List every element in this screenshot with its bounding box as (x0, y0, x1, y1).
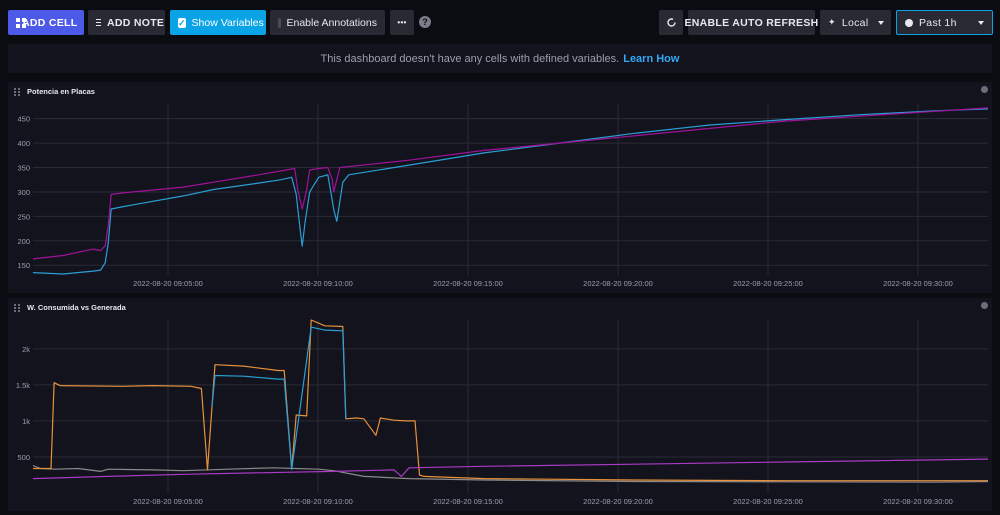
y-tick-label: 400 (17, 139, 30, 148)
x-tick-label: 2022-08-20 09:10:00 (283, 497, 353, 506)
pin-icon: ✦ (828, 17, 836, 27)
show-variables-toggle[interactable]: ✓ Show Variables (170, 10, 266, 35)
panel-title: Potencia en Placas (27, 87, 95, 96)
variables-banner: This dashboard doesn't have any cells wi… (8, 44, 992, 73)
x-tick-label: 2022-08-20 09:25:00 (733, 279, 803, 288)
clock-icon (905, 18, 913, 27)
panel-title: W. Consumida vs Generada (27, 303, 126, 312)
series-line-1 (32, 107, 989, 260)
x-tick-label: 2022-08-20 09:05:00 (133, 497, 203, 506)
x-tick-label: 2022-08-20 09:05:00 (133, 279, 203, 288)
x-tick-label: 2022-08-20 09:20:00 (583, 279, 653, 288)
checkbox-checked-icon: ✓ (178, 17, 186, 28)
y-tick-label: 200 (17, 237, 30, 246)
timezone-label: Local (841, 16, 869, 29)
enable-annotations-label: Enable Annotations (286, 16, 378, 29)
banner-text: This dashboard doesn't have any cells wi… (320, 52, 620, 65)
x-tick-label: 2022-08-20 09:25:00 (733, 497, 803, 506)
chevron-down-icon (878, 20, 885, 25)
show-variables-label: Show Variables (191, 16, 264, 29)
x-tick-label: 2022-08-20 09:10:00 (283, 279, 353, 288)
line-chart: 150 200 250 300 350 400 450 2022-08-20 09:05:00… (17, 104, 989, 288)
time-range-label: Past 1h (919, 16, 957, 29)
drag-handle-icon[interactable] (14, 88, 21, 96)
enable-auto-refresh-button[interactable]: ENABLE AUTO REFRESH (684, 10, 818, 35)
add-cell-label: ADD CELL (22, 16, 78, 29)
refresh-button[interactable] (659, 10, 683, 35)
dashboard-toolbar: ADD CELL ADD NOTE ✓ Show Variables Enabl… (0, 0, 1000, 44)
timezone-dropdown[interactable]: ✦ Local (820, 10, 891, 35)
drag-handle-icon[interactable] (14, 304, 21, 312)
chart-panel-consumida-generada: W. Consumida vs Generada 500 1k 1.5k 2k 2022… (8, 298, 992, 511)
y-tick-label: 1.5k (16, 381, 30, 390)
refresh-icon (666, 18, 676, 27)
help-icon[interactable]: ? (419, 16, 431, 28)
x-tick-label: 2022-08-20 09:15:00 (433, 497, 503, 506)
chevron-down-icon (978, 20, 984, 25)
series-line-0 (32, 465, 989, 483)
series-line-0 (32, 108, 989, 275)
enable-annotations-toggle[interactable]: Enable Annotations (270, 10, 385, 35)
gear-icon[interactable] (981, 86, 988, 93)
y-tick-label: 300 (17, 188, 30, 197)
y-tick-label: 350 (17, 164, 30, 173)
x-tick-label: 2022-08-20 09:30:00 (883, 497, 953, 506)
x-tick-label: 2022-08-20 09:15:00 (433, 279, 503, 288)
y-tick-label: 1k (22, 417, 30, 426)
x-tick-label: 2022-08-20 09:20:00 (583, 497, 653, 506)
more-options-button[interactable]: ••• (390, 10, 414, 35)
chart-panel-potencia: Potencia en Placas 150 200 250 300 350 400 450… (8, 82, 992, 293)
y-tick-label: 500 (17, 453, 30, 462)
add-note-button[interactable]: ADD NOTE (88, 10, 165, 35)
y-tick-label: 450 (17, 115, 30, 124)
series-line-3 (32, 458, 989, 480)
time-range-dropdown[interactable]: Past 1h (896, 10, 993, 35)
y-tick-label: 150 (17, 261, 30, 270)
more-label: ••• (397, 18, 407, 27)
note-icon (96, 18, 101, 27)
series-line-2 (211, 326, 347, 470)
add-cell-button[interactable]: ADD CELL (8, 10, 84, 35)
add-note-label: ADD NOTE (107, 16, 165, 29)
series-line-1 (33, 319, 988, 482)
checkbox-unchecked-icon (278, 17, 281, 28)
y-tick-label: 250 (17, 212, 30, 221)
learn-how-link[interactable]: Learn How (623, 52, 680, 65)
gear-icon[interactable] (981, 302, 988, 309)
x-tick-label: 2022-08-20 09:30:00 (883, 279, 953, 288)
y-tick-label: 2k (22, 345, 30, 354)
line-chart: 500 1k 1.5k 2k 2022-08-20 09:05:00 2022-08-20… (16, 319, 989, 506)
auto-refresh-label: ENABLE AUTO REFRESH (684, 16, 819, 29)
